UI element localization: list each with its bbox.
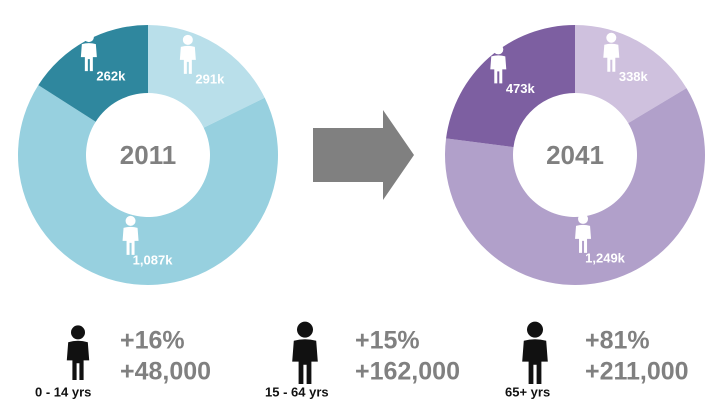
donut-segment <box>38 25 148 122</box>
segment-label: 338k <box>619 69 649 84</box>
center-label: 2041 <box>546 140 604 170</box>
segment-label: 291k <box>195 71 225 86</box>
person-icon <box>490 44 507 84</box>
person-icon <box>179 34 196 74</box>
icon-body <box>603 43 620 72</box>
donut-segment <box>575 25 687 124</box>
age-label: 15 - 64 yrs <box>265 384 329 399</box>
age-label: 0 - 14 yrs <box>35 384 91 399</box>
icon-head <box>606 32 617 43</box>
percent-change: +15% <box>355 327 420 355</box>
icon-head <box>125 215 136 226</box>
absolute-change: +48,000 <box>120 358 211 386</box>
absolute-change: +211,000 <box>585 358 689 386</box>
icon-body <box>292 339 318 384</box>
icon-head <box>71 325 85 340</box>
age-label: 65+ yrs <box>505 384 550 399</box>
icon-head <box>83 32 94 43</box>
icon-body <box>490 55 507 84</box>
icon-head <box>493 44 504 55</box>
icon-body <box>522 339 548 384</box>
percent-change: +81% <box>585 327 650 355</box>
person-icon <box>66 325 90 380</box>
segment-label: 473k <box>506 81 536 96</box>
segment-label: 1,087k <box>133 252 174 267</box>
icon-body <box>122 226 139 255</box>
donut-segment <box>445 88 705 285</box>
icon-body <box>575 224 592 253</box>
icon-head <box>578 213 589 224</box>
person-icon <box>80 32 97 72</box>
donut-segment <box>446 25 575 148</box>
segment-label: 1,249k <box>585 250 626 265</box>
person-icon <box>522 321 548 384</box>
icon-head <box>297 321 313 338</box>
icon-body <box>179 45 196 74</box>
person-icon <box>292 321 318 384</box>
arrow <box>313 110 414 200</box>
donut-segment <box>18 85 278 285</box>
person-icon <box>122 215 139 255</box>
absolute-change: +162,000 <box>355 358 460 386</box>
icon-head <box>527 321 543 338</box>
person-icon <box>603 32 620 72</box>
icon-body <box>80 43 97 72</box>
percent-change: +16% <box>120 327 185 355</box>
person-icon <box>575 213 592 253</box>
segment-label: 262k <box>96 69 126 84</box>
donut-segment <box>148 25 265 128</box>
icon-head <box>182 34 193 45</box>
icon-body <box>66 340 90 380</box>
center-label: 2011 <box>120 140 176 170</box>
